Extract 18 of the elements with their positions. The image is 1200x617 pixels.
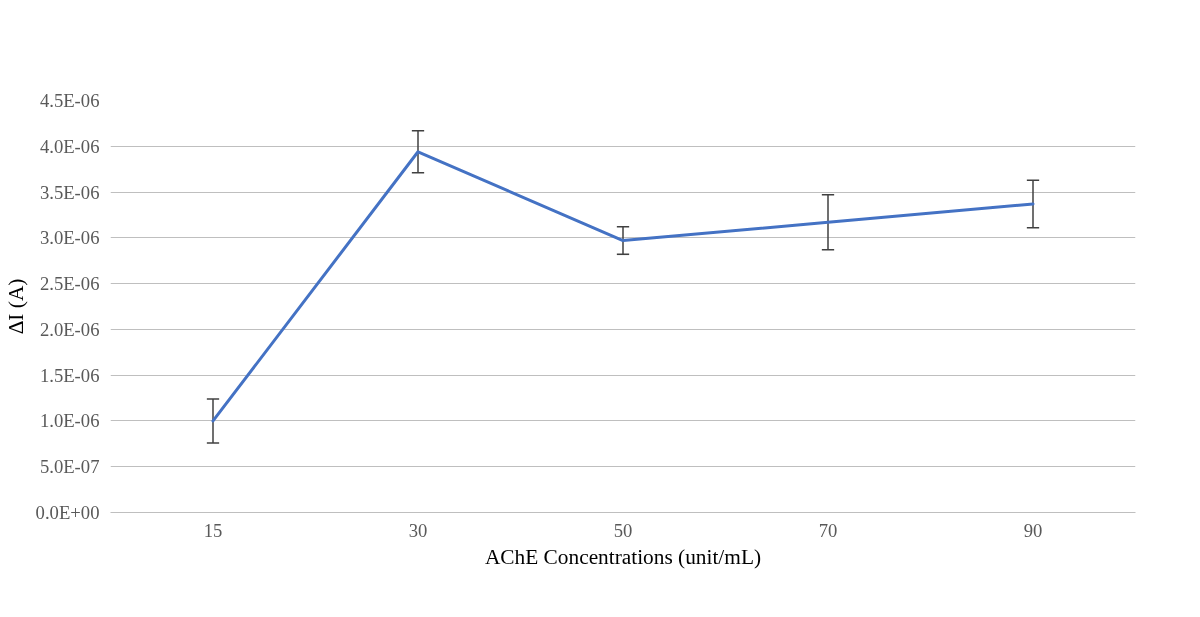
- y-tick-label: 1.0E-06: [39, 410, 100, 432]
- x-tick-label: 15: [203, 519, 223, 541]
- y-tick-label: 5.0E-07: [39, 456, 100, 478]
- x-tick-label: 50: [613, 519, 633, 541]
- y-axis-title: ΔI (A): [3, 278, 28, 335]
- y-tick-label: 2.5E-06: [39, 273, 100, 295]
- x-axis-title: AChE Concentrations (unit/mL): [484, 544, 762, 569]
- y-tick-label: 4.0E-06: [39, 135, 100, 157]
- y-tick-label: 4.5E-06: [39, 90, 100, 111]
- line-series: [211, 150, 1035, 423]
- y-tick-label: 2.0E-06: [39, 318, 100, 340]
- y-tick-label: 3.0E-06: [39, 227, 100, 249]
- x-tick-label: 90: [1023, 519, 1043, 541]
- y-tick-label: 3.5E-06: [39, 181, 100, 203]
- y-tick-label: 0.0E+00: [35, 502, 100, 523]
- x-tick-label: 30: [408, 519, 428, 541]
- x-tick-label: 70: [818, 519, 838, 541]
- y-tick-label: 1.5E-06: [39, 364, 100, 386]
